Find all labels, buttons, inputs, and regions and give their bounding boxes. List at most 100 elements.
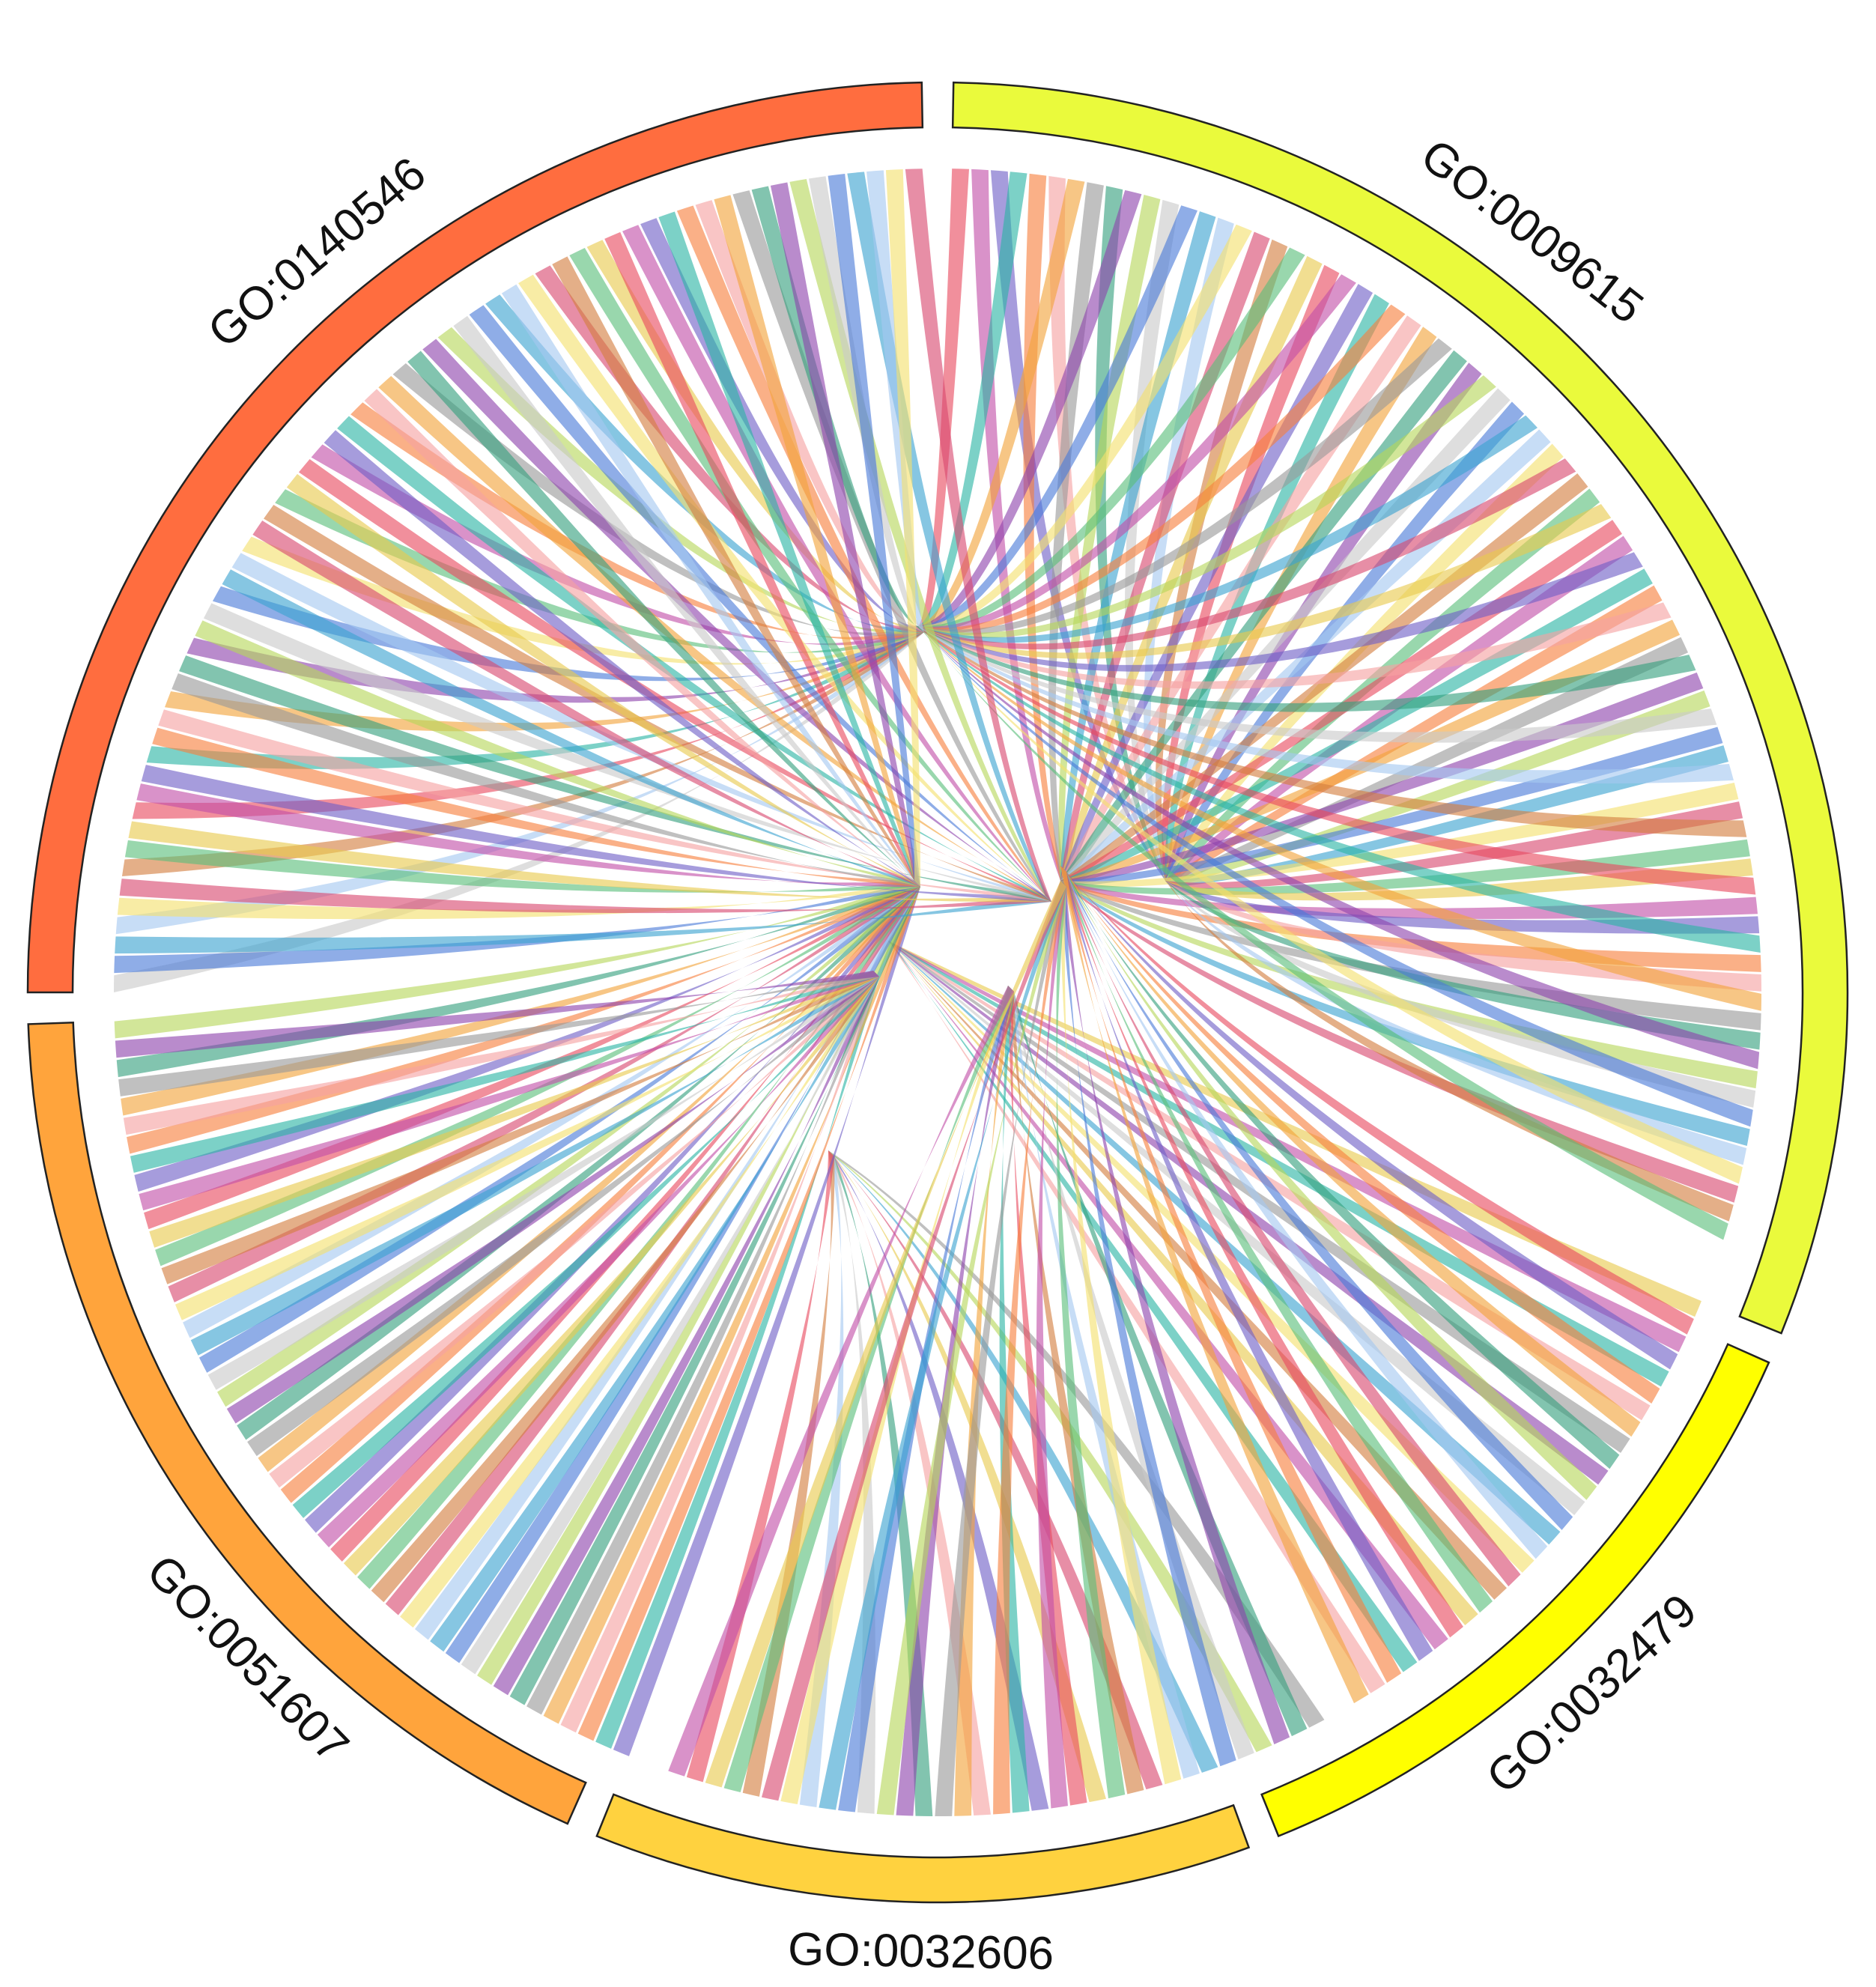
ribbon xyxy=(552,256,920,887)
ribbon xyxy=(918,504,1612,659)
sector-label-GO-0032606: GO:0032606 xyxy=(788,1923,1054,1980)
ribbon xyxy=(993,881,1066,1815)
ribbon xyxy=(119,879,1051,914)
ribbon xyxy=(385,881,920,1616)
ribbon xyxy=(247,971,879,1457)
ribbon xyxy=(343,971,880,1576)
ribbon xyxy=(226,971,880,1424)
ribbon xyxy=(885,169,920,888)
ribbon xyxy=(770,182,920,887)
ribbon xyxy=(1060,866,1660,1404)
ribbon xyxy=(1060,866,1620,1469)
ribbon xyxy=(888,941,1418,1672)
ribbon xyxy=(168,881,921,1302)
ribbon xyxy=(149,971,879,1248)
ribbon xyxy=(918,247,1305,633)
ribbon xyxy=(161,971,879,1284)
ribbon xyxy=(330,881,920,1562)
ribbon xyxy=(124,840,920,893)
ribbon xyxy=(217,881,920,1407)
ribbon xyxy=(286,473,921,887)
ribbon xyxy=(258,881,920,1472)
ribbon xyxy=(134,881,921,1192)
ribbon xyxy=(918,602,1672,689)
ribbon xyxy=(1095,186,1171,888)
ribbon xyxy=(847,172,1051,902)
ribbon xyxy=(1036,881,1068,1809)
ribbon xyxy=(469,305,1051,902)
ribbon xyxy=(896,986,1014,1816)
ribbon xyxy=(808,176,924,632)
ribbon xyxy=(819,881,1066,1810)
ribbon xyxy=(198,881,920,1373)
ribbon xyxy=(1165,488,1600,887)
ribbon xyxy=(918,626,1717,743)
ribbon xyxy=(714,195,920,887)
ribbon xyxy=(1060,881,1739,1203)
ribbon xyxy=(1165,881,1747,1165)
ribbon xyxy=(324,430,920,887)
ribbon xyxy=(414,881,920,1640)
ribbon xyxy=(1165,881,1761,1050)
ribbon xyxy=(364,389,920,887)
ribbon xyxy=(828,1150,1106,1803)
ribbon xyxy=(569,248,1051,903)
ribbon xyxy=(1060,881,1758,1089)
ribbon xyxy=(139,971,879,1211)
ribbon xyxy=(477,881,920,1685)
ribbon xyxy=(888,941,1669,1387)
ribbon xyxy=(207,971,879,1390)
ribbon xyxy=(317,971,879,1548)
ribbon xyxy=(252,521,920,887)
ribbon xyxy=(237,881,920,1440)
ribbon xyxy=(780,986,1014,1804)
ribbon xyxy=(144,881,920,1230)
ribbon xyxy=(430,971,879,1652)
ribbon xyxy=(501,284,920,887)
ribbon xyxy=(1060,284,1373,888)
ribbon xyxy=(1060,866,1641,1437)
ribbon xyxy=(876,881,1066,1815)
ribbon xyxy=(761,881,1066,1801)
ribbon xyxy=(705,881,1066,1788)
ribbon xyxy=(1060,315,1421,887)
ribbon xyxy=(422,339,1051,902)
ribbon xyxy=(668,986,1014,1777)
ribbon xyxy=(1060,866,1597,1500)
sector-arc-GO-0140546 xyxy=(26,81,924,994)
ribbon xyxy=(586,240,924,632)
ribbon xyxy=(115,971,879,1058)
ribbon xyxy=(518,274,1051,902)
ribbon xyxy=(212,586,924,682)
ribbon xyxy=(121,881,921,1116)
ribbon xyxy=(453,315,920,887)
ribbon xyxy=(828,173,920,887)
ribbon xyxy=(695,200,924,632)
ribbon xyxy=(1060,866,1678,1370)
ribbon xyxy=(723,986,1014,1793)
ribbon xyxy=(838,986,1014,1812)
ribbon xyxy=(828,1150,933,1816)
ribbon xyxy=(918,189,1142,632)
ribbon xyxy=(1048,182,1104,887)
ribbon xyxy=(292,971,879,1518)
sector-arc-GO-0032606 xyxy=(595,1793,1251,1904)
ribbon xyxy=(604,231,920,888)
ribbon xyxy=(1124,199,1180,887)
ribbon xyxy=(918,224,1252,632)
ribbon xyxy=(971,169,1066,887)
ribbon xyxy=(828,1150,991,1815)
ribbon xyxy=(378,375,1051,902)
ribbon xyxy=(174,971,880,1320)
ribbon xyxy=(1165,536,1633,887)
ribbon xyxy=(888,941,1702,1317)
ribbon xyxy=(658,211,920,887)
ribbon xyxy=(127,881,921,1154)
ribbon xyxy=(115,896,1051,954)
sector-arc-GO-0051607 xyxy=(27,1022,587,1825)
ribbon xyxy=(918,172,1027,633)
ribbon xyxy=(116,881,920,1078)
ribbon xyxy=(789,179,1051,903)
ribbon xyxy=(622,225,1051,902)
